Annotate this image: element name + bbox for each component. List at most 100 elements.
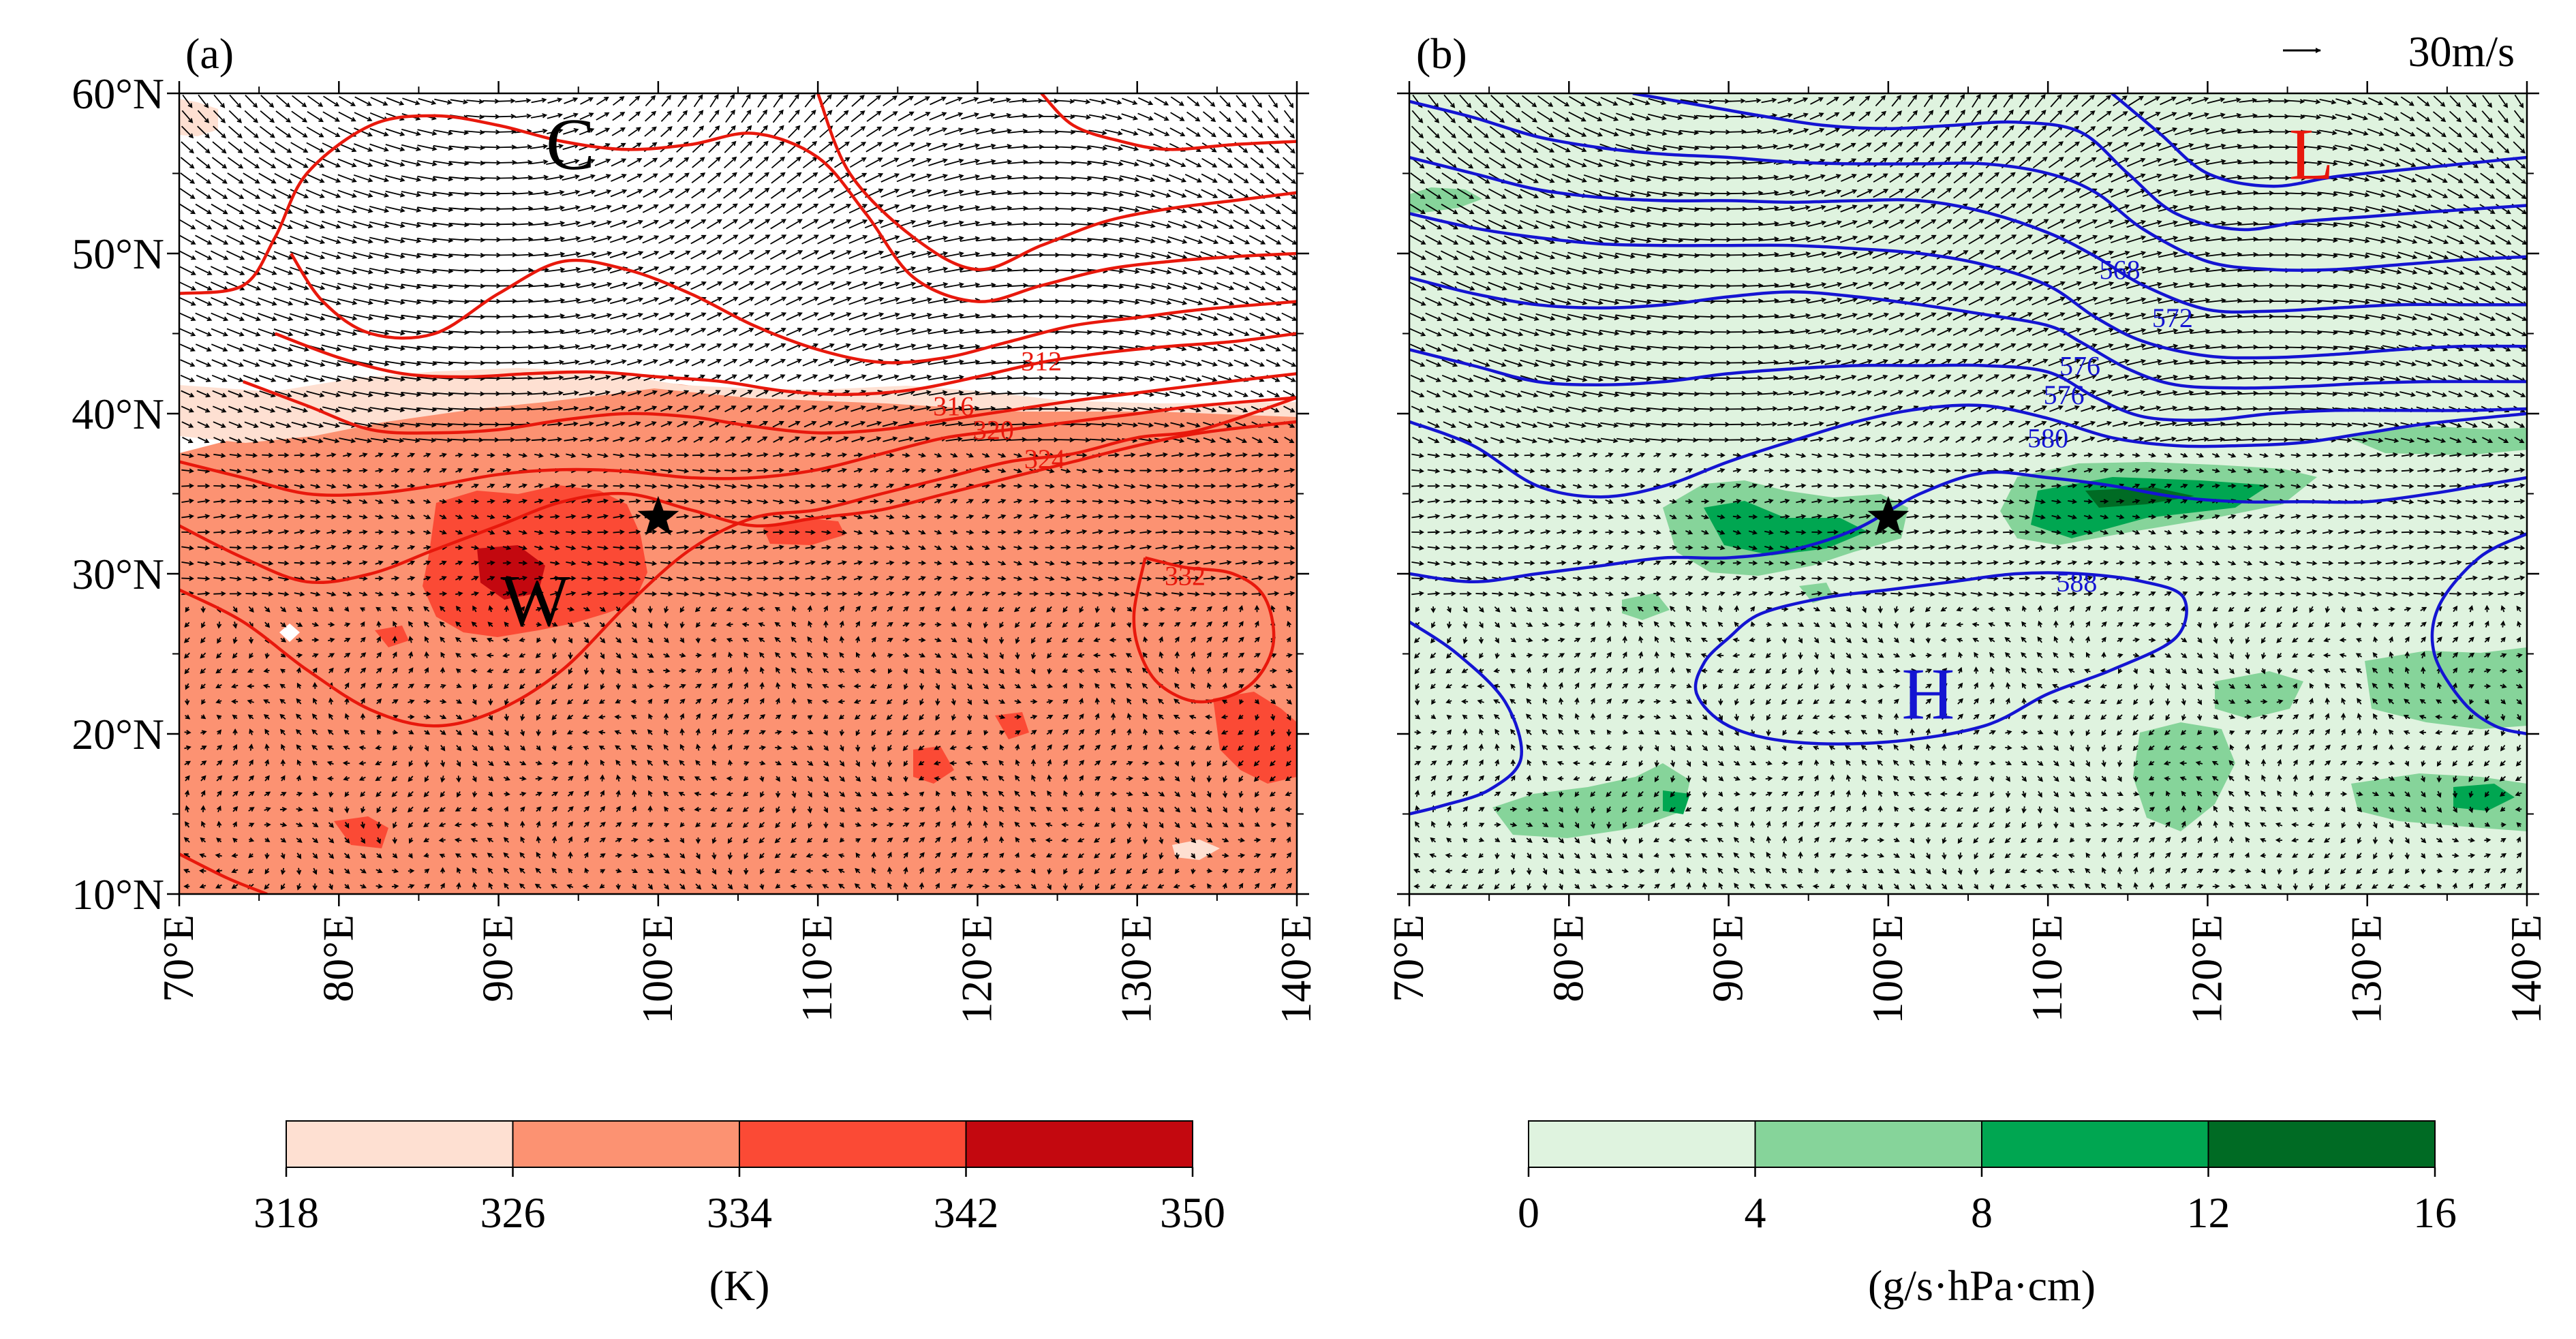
- panel-b-contours: [1409, 93, 2527, 816]
- contour-334-line: [1040, 93, 1297, 151]
- x-tick-label: 110°E: [2023, 914, 2071, 1022]
- shade-4-8-sw: [1492, 763, 1690, 838]
- colorbar-a-tick-label: 334: [707, 1188, 772, 1237]
- panel-a-contours: [179, 93, 1297, 894]
- x-tick-label: 90°E: [1704, 914, 1752, 1002]
- colorbar-a-segment: [512, 1120, 740, 1168]
- contour-580-line: [1409, 403, 2527, 499]
- contour-556-line: [1632, 93, 2527, 232]
- colorbar-b-tick-label: 8: [1971, 1188, 1993, 1237]
- colorbar-a-segment: [965, 1120, 1193, 1168]
- contour-label: 576: [2044, 380, 2085, 410]
- shade-334-342-s2: [995, 712, 1029, 739]
- colorbar-b-unit: (g/s·hPa·cm): [1868, 1261, 2096, 1310]
- contour-336-line: [179, 852, 268, 894]
- contour-label: 316: [933, 390, 974, 421]
- x-tick-label: 140°E: [1272, 914, 1320, 1024]
- station-star-icon: [1867, 495, 1910, 536]
- x-tick-label: 120°E: [2182, 914, 2230, 1024]
- colorbar-a-unit: (K): [709, 1261, 770, 1310]
- contour-label: 320: [973, 415, 1014, 446]
- colorbar-b-tick-label: 12: [2187, 1188, 2230, 1237]
- y-tick-label: 60°N: [72, 70, 164, 118]
- y-tick-label: 40°N: [72, 390, 164, 438]
- shade-334-342-sw: [334, 816, 388, 848]
- y-tick-label: 50°N: [72, 230, 164, 278]
- x-tick-label: 100°E: [633, 914, 681, 1024]
- colorbar-b-tick-label: 4: [1745, 1188, 1766, 1237]
- contour-588-line: [2430, 532, 2527, 736]
- colorbar-a-segment: [286, 1120, 514, 1168]
- station-star-icon: [637, 495, 679, 536]
- contour-576-line: [1409, 348, 2527, 422]
- contour-label: 332: [1165, 560, 1206, 591]
- colorbar-b-segment: [1528, 1120, 1756, 1168]
- shade-4-8-e: [2365, 647, 2527, 729]
- shade-8-12-sw: [1663, 790, 1690, 814]
- shade-gap: [279, 624, 300, 642]
- contour-label: 568: [2100, 255, 2141, 286]
- x-tick-label: 130°E: [1112, 914, 1161, 1024]
- panel-a-star: [637, 495, 679, 536]
- contour-label: 588: [2056, 567, 2097, 598]
- shade-334-342-s1: [913, 746, 954, 784]
- shade-326-334: [179, 382, 1297, 894]
- shade-318-326: [179, 368, 1297, 443]
- panel-b-shading: [1409, 187, 2527, 838]
- colorbar-b-segment: [2207, 1120, 2436, 1168]
- shade-342-350-w: [477, 545, 545, 600]
- colorbar-a-tick-label: 326: [480, 1188, 546, 1237]
- contour-552-line: [2111, 93, 2527, 188]
- colorbar-b: 0 4 8 12 16 (g/s·hPa·cm): [1518, 1120, 2457, 1310]
- panel-a-ticks: 70°E 80°E 90°E 100°E 110°E 120°E 130°E 140°E 10°…: [72, 70, 1320, 1024]
- x-tick-label: 130°E: [2342, 914, 2391, 1024]
- panel-b-label: (b): [1416, 29, 1467, 78]
- colorbar-b-segment: [1754, 1120, 1982, 1168]
- shade-4-8-s2: [2215, 671, 2303, 719]
- x-tick-label: 90°E: [474, 914, 522, 1002]
- contour-316-line: [179, 420, 1297, 585]
- center-label-W: W: [500, 561, 570, 642]
- shade-4-8-ne: [2344, 426, 2527, 455]
- panel-b-star: [1867, 495, 1910, 536]
- x-tick-label: 70°E: [154, 914, 202, 1002]
- panel-a-label: (a): [185, 29, 234, 78]
- x-tick-label: 140°E: [2502, 914, 2550, 1024]
- shade-4-8-w: [1622, 593, 1670, 620]
- contour-label: 580: [2027, 422, 2068, 453]
- x-tick-label: 80°E: [313, 914, 362, 1002]
- panel-b-ticks: 70°E 80°E 90°E 100°E 110°E 120°E 130°E 140°E: [1384, 81, 2550, 1024]
- contour-328-line: [290, 252, 1297, 365]
- colorbar-b-tick-label: 0: [1518, 1188, 1539, 1237]
- contour-label: 324: [1024, 444, 1065, 474]
- x-tick-label: 110°E: [793, 914, 841, 1022]
- panel-b-centers: LH: [1901, 114, 2333, 735]
- contour-572-line: [1409, 276, 2527, 390]
- contour-324-line: [242, 372, 1297, 435]
- contour-332-line: [1132, 556, 1276, 704]
- colorbar-a: 318 326 334 342 350 (K): [254, 1120, 1225, 1310]
- contour-588-line: [1409, 620, 1523, 816]
- contour-label: 576: [2059, 351, 2100, 382]
- contour-332-line: [816, 93, 1297, 271]
- contour-568-line: [1409, 212, 2527, 360]
- contour-label: 572: [2152, 303, 2193, 333]
- contour-330-line: [179, 114, 1297, 303]
- colorbar-a-tick-label: 342: [934, 1188, 999, 1237]
- contour-560-line: [1409, 99, 2527, 272]
- contour-588-line: [1693, 571, 2188, 745]
- shade-334-342-se: [1213, 692, 1297, 784]
- panel-b-wind-vectors: [1409, 93, 2527, 891]
- center-label-H: H: [1901, 653, 1954, 735]
- center-label-C: C: [546, 104, 595, 185]
- x-tick-label: 80°E: [1544, 914, 1592, 1002]
- wind-vectors: [1409, 93, 2527, 891]
- y-tick-label: 20°N: [72, 710, 164, 758]
- contour-label: 312: [1021, 345, 1062, 376]
- x-tick-label: 120°E: [952, 914, 1000, 1024]
- panel-a-centers: CW: [500, 104, 595, 642]
